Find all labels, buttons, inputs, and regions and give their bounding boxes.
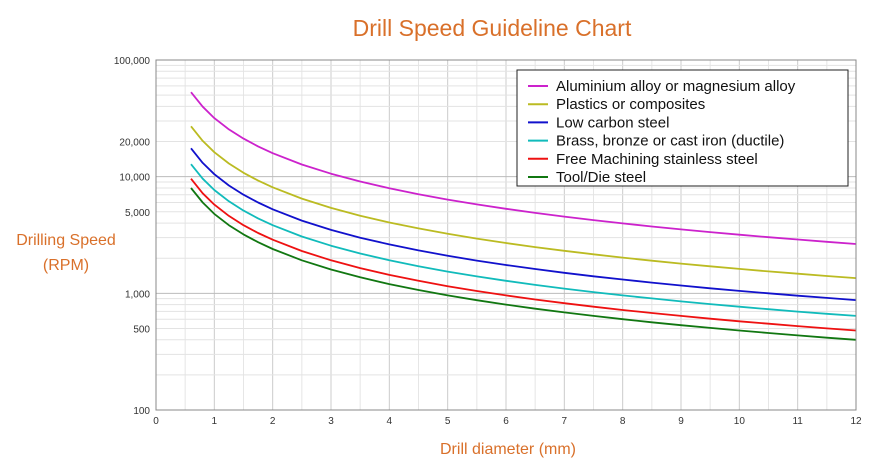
y-tick-label: 5,000 bbox=[125, 208, 150, 219]
x-tick-label: 3 bbox=[328, 416, 334, 427]
y-tick-label: 100 bbox=[133, 406, 150, 417]
legend-label-4: Brass, bronze or cast iron (ductile) bbox=[556, 133, 784, 150]
series-line-1 bbox=[190, 91, 857, 245]
legend: Aluminium alloy or magnesium alloyPlasti… bbox=[516, 69, 849, 187]
plot-frame bbox=[155, 59, 857, 411]
series-line-2 bbox=[190, 125, 857, 279]
x-tick-label: 9 bbox=[678, 416, 684, 427]
x-axis-title: Drill diameter (mm) bbox=[440, 441, 576, 458]
legend-label-6: Tool/Die steel bbox=[556, 169, 646, 186]
y-tick-label: 100,000 bbox=[114, 56, 151, 67]
y-tick-label: 1,000 bbox=[125, 289, 150, 300]
x-tick-label: 10 bbox=[734, 416, 746, 427]
x-tick-label: 8 bbox=[620, 416, 626, 427]
x-tick-label: 11 bbox=[792, 416, 803, 427]
y-tick-label: 500 bbox=[133, 324, 150, 335]
x-axis-ticks: 0 1 2 3 4 5 6 7 8 9 10 11 12 bbox=[153, 416, 862, 427]
series-line-3 bbox=[190, 147, 857, 301]
x-tick-label: 2 bbox=[270, 416, 276, 427]
x-tick-label: 0 bbox=[153, 416, 159, 427]
legend-label-1: Aluminium alloy or magnesium alloy bbox=[556, 78, 796, 95]
y-axis-title-line-1: Drilling Speed bbox=[16, 232, 116, 249]
legend-label-5: Free Machining stainless steel bbox=[556, 151, 758, 168]
chart-title: Drill Speed Guideline Chart bbox=[353, 15, 632, 41]
series-line-6 bbox=[190, 187, 857, 341]
legend-label-3: Low carbon steel bbox=[556, 114, 669, 131]
legend-box bbox=[516, 69, 849, 187]
series-lines bbox=[190, 91, 857, 341]
x-tick-label: 7 bbox=[562, 416, 568, 427]
x-tick-label: 1 bbox=[212, 416, 218, 427]
legend-label-2: Plastics or composites bbox=[556, 96, 705, 113]
x-tick-label: 5 bbox=[445, 416, 451, 427]
y-axis-ticks: 100 500 1,000 5,000 10,000 20,000 100,000 bbox=[114, 56, 151, 417]
series-line-5 bbox=[190, 178, 857, 332]
y-axis-title-line-2: (RPM) bbox=[43, 257, 89, 274]
y-tick-label: 10,000 bbox=[119, 173, 150, 184]
x-tick-label: 6 bbox=[503, 416, 509, 427]
x-tick-label: 4 bbox=[387, 416, 393, 427]
y-tick-label: 20,000 bbox=[119, 138, 150, 149]
x-tick-label: 12 bbox=[850, 416, 862, 427]
series-line-4 bbox=[190, 163, 857, 317]
